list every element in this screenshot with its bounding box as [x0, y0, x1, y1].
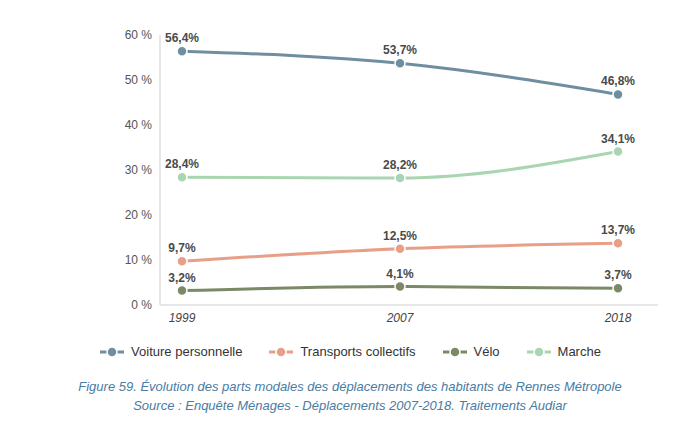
- html-text:Voiture personnelle: Voiture personnelle: [131, 344, 243, 359]
- svg-text:40 %: 40 %: [125, 118, 153, 132]
- svg-text:2007: 2007: [386, 311, 415, 325]
- svg-text:2018: 2018: [604, 311, 632, 325]
- svg-text:13,7%: 13,7%: [601, 223, 635, 237]
- svg-text:53,7%: 53,7%: [383, 43, 417, 57]
- svg-text:28,2%: 28,2%: [383, 158, 417, 172]
- svg-text:3,2%: 3,2%: [168, 271, 196, 285]
- svg-text:4,1%: 4,1%: [386, 267, 414, 281]
- html-text:Transports collectifs: Transports collectifs: [300, 344, 416, 359]
- html-text:Figure 59. Évolution des parts: Figure 59. Évolution des parts modales d…: [78, 379, 622, 394]
- svg-text:30 %: 30 %: [125, 163, 153, 177]
- html-text:Vélo: Vélo: [473, 344, 500, 359]
- html-text:Marche: Marche: [557, 344, 601, 359]
- html-text:Source : Enquête Ménages - Dép: Source : Enquête Ménages - Déplacements …: [133, 398, 567, 413]
- svg-text:9,7%: 9,7%: [168, 241, 196, 255]
- svg-text:0 %: 0 %: [131, 298, 152, 312]
- svg-text:1999: 1999: [169, 311, 196, 325]
- svg-text:28,4%: 28,4%: [165, 157, 199, 171]
- svg-text:3,7%: 3,7%: [604, 268, 632, 282]
- svg-text:56,4%: 56,4%: [165, 31, 199, 45]
- svg-text:34,1%: 34,1%: [601, 132, 635, 146]
- svg-text:46,8%: 46,8%: [601, 74, 635, 88]
- svg-text:20 %: 20 %: [125, 208, 153, 222]
- svg-text:10 %: 10 %: [125, 253, 153, 267]
- svg-text:12,5%: 12,5%: [383, 229, 417, 243]
- svg-text:50 %: 50 %: [125, 73, 153, 87]
- svg-text:60 %: 60 %: [125, 28, 153, 42]
